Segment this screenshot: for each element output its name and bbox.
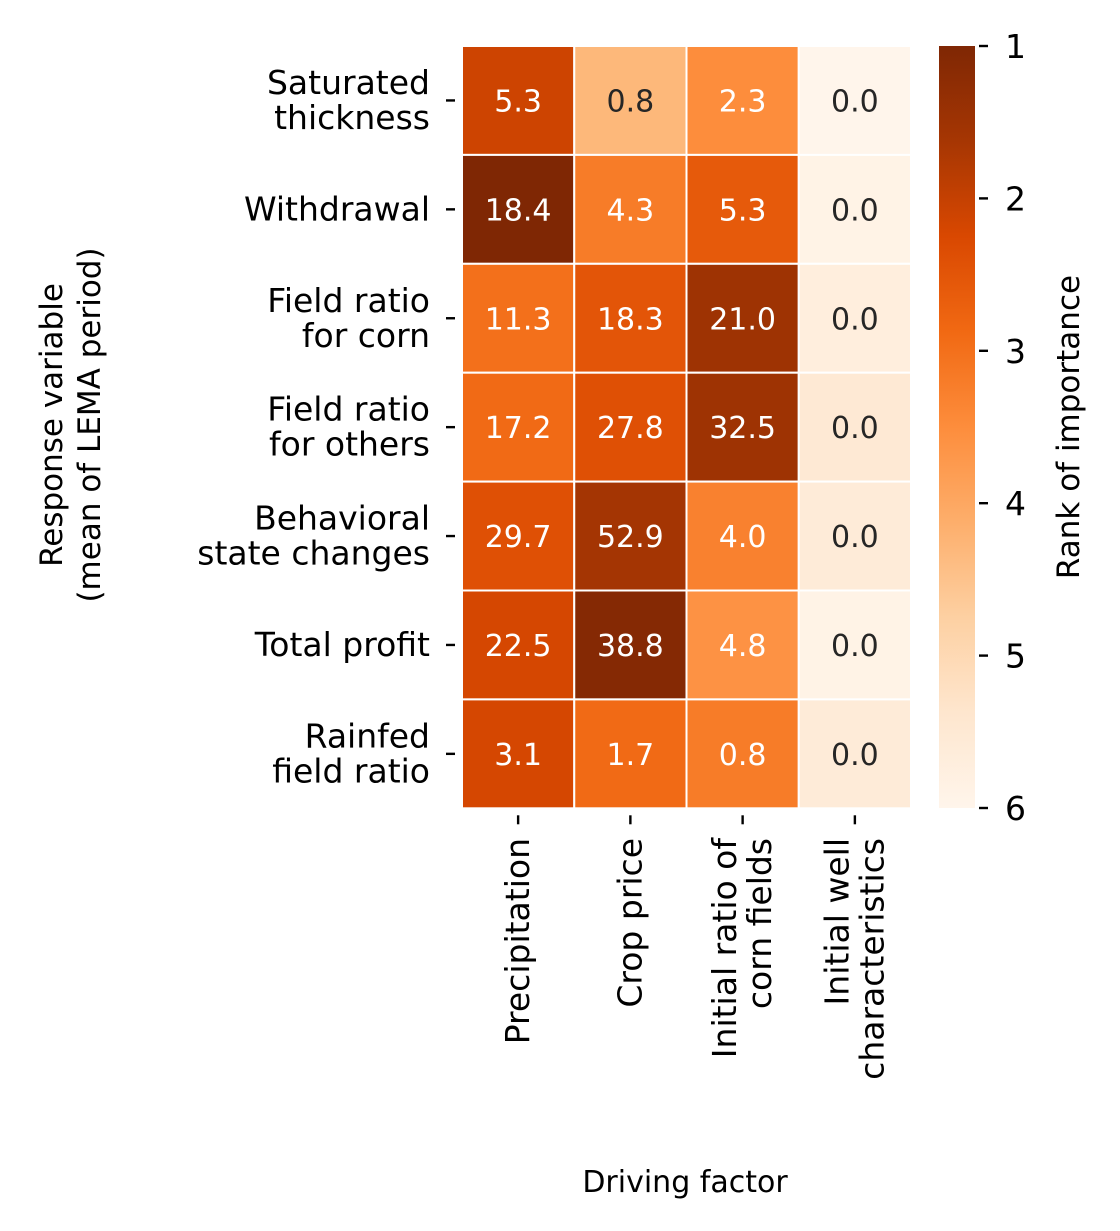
heatmap-cells (461, 45, 912, 810)
y-axis-label: Response variable (mean of LEMA period) (34, 247, 108, 602)
cell-value-label: 2.3 (719, 84, 767, 119)
cell-annotations: 5.3 0.8 2.3 0.0 18.4 4.3 5.3 0.0 11.3 18.3 21.0 0.0… (485, 84, 879, 772)
heatmap-cell (461, 45, 576, 156)
y-tick-label: for others (269, 425, 430, 464)
cell-value-label: 4.8 (719, 629, 767, 664)
x-tick-label: characteristics (852, 838, 891, 1080)
cell-value-label: 5.3 (719, 193, 767, 228)
y-axis-label-line: (mean of LEMA period) (72, 247, 108, 602)
heatmap-cell (797, 371, 912, 483)
y-tick-label: field ratio (272, 751, 430, 790)
cell-value-label: 29.7 (485, 520, 552, 555)
y-tick-label: state changes (197, 534, 430, 573)
colorbar-tick-label: 1 (1005, 27, 1026, 66)
colorbar-tick-label: 5 (1005, 637, 1026, 676)
x-tick-label: Initial well (817, 838, 856, 1005)
cell-value-label: 5.3 (494, 84, 542, 119)
cell-value-label: 0.0 (831, 193, 879, 228)
heatmap-cell (573, 371, 688, 483)
y-tick-label: Total profit (254, 625, 430, 664)
cell-value-label: 0.8 (607, 84, 655, 119)
y-tick-label: thickness (274, 98, 430, 137)
cell-value-label: 18.4 (485, 193, 552, 228)
cell-value-label: 38.8 (597, 629, 664, 664)
y-tick-label: for corn (302, 316, 430, 355)
heatmap-cell (797, 153, 912, 265)
heatmap-cell (797, 589, 912, 701)
cell-value-label: 17.2 (485, 411, 552, 446)
heatmap-cell (797, 262, 912, 374)
cell-value-label: 0.0 (831, 84, 879, 119)
x-axis-label: Driving factor (582, 1165, 788, 1200)
heatmap-cell (685, 45, 800, 156)
cell-value-label: 22.5 (485, 629, 552, 664)
cell-value-label: 0.0 (831, 302, 879, 337)
cell-value-label: 3.1 (494, 738, 542, 773)
y-tick-label: Rainfed (305, 716, 430, 755)
colorbar-tick-label: 3 (1005, 332, 1026, 371)
y-tick-label: Field ratio (267, 281, 430, 320)
x-tick-label: Crop price (610, 838, 649, 1008)
heatmap-cell (461, 480, 576, 592)
y-tick-label: Field ratio (267, 390, 430, 429)
heatmap-cell (573, 262, 688, 374)
cell-value-label: 0.0 (831, 738, 879, 773)
cell-value-label: 4.0 (719, 520, 767, 555)
y-tick-label: Saturated (267, 63, 430, 102)
cell-value-label: 4.3 (607, 193, 655, 228)
cell-value-label: 0.8 (719, 738, 767, 773)
colorbar-tick-label: 2 (1005, 179, 1026, 218)
colorbar-label: Rank of importance (1051, 275, 1087, 579)
cell-value-label: 1.7 (607, 738, 655, 773)
cell-value-label: 21.0 (709, 302, 776, 337)
heatmap-cell (685, 698, 800, 810)
heatmap-cell (797, 698, 912, 810)
x-tick-label: Initial ratio of (705, 837, 744, 1059)
heatmap-cell (573, 153, 688, 265)
y-tick-label: Behavioral (254, 499, 430, 538)
x-tick-label: corn fields (740, 838, 779, 1009)
x-axis: Precipitation Crop price Initial ratio ofc… (498, 815, 891, 1080)
colorbar: 1 2 3 4 5 6 Rank of importance (939, 27, 1087, 828)
y-tick-label: Withdrawal (244, 189, 430, 228)
cell-value-label: 32.5 (709, 411, 776, 446)
colorbar-tick-label: 6 (1005, 789, 1026, 828)
cell-value-label: 0.0 (831, 520, 879, 555)
heatmap-cell (685, 589, 800, 701)
heatmap-cell (797, 45, 912, 156)
cell-value-label: 52.9 (597, 520, 664, 555)
colorbar-tick-label: 4 (1005, 484, 1026, 523)
cell-value-label: 11.3 (485, 302, 552, 337)
heatmap-cell (461, 698, 576, 810)
heatmap-cell (685, 480, 800, 592)
colorbar-gradient (939, 46, 975, 808)
cell-value-label: 0.0 (831, 411, 879, 446)
heatmap-cell (461, 589, 576, 701)
y-axis-label-line: Response variable (34, 283, 70, 567)
x-tick-label: Precipitation (498, 838, 537, 1044)
heatmap-cell (573, 45, 688, 156)
cell-value-label: 18.3 (597, 302, 664, 337)
cell-value-label: 27.8 (597, 411, 664, 446)
heatmap-cell (573, 480, 688, 592)
heatmap-cell (573, 589, 688, 701)
heatmap-cell (797, 480, 912, 592)
cell-value-label: 0.0 (831, 629, 879, 664)
